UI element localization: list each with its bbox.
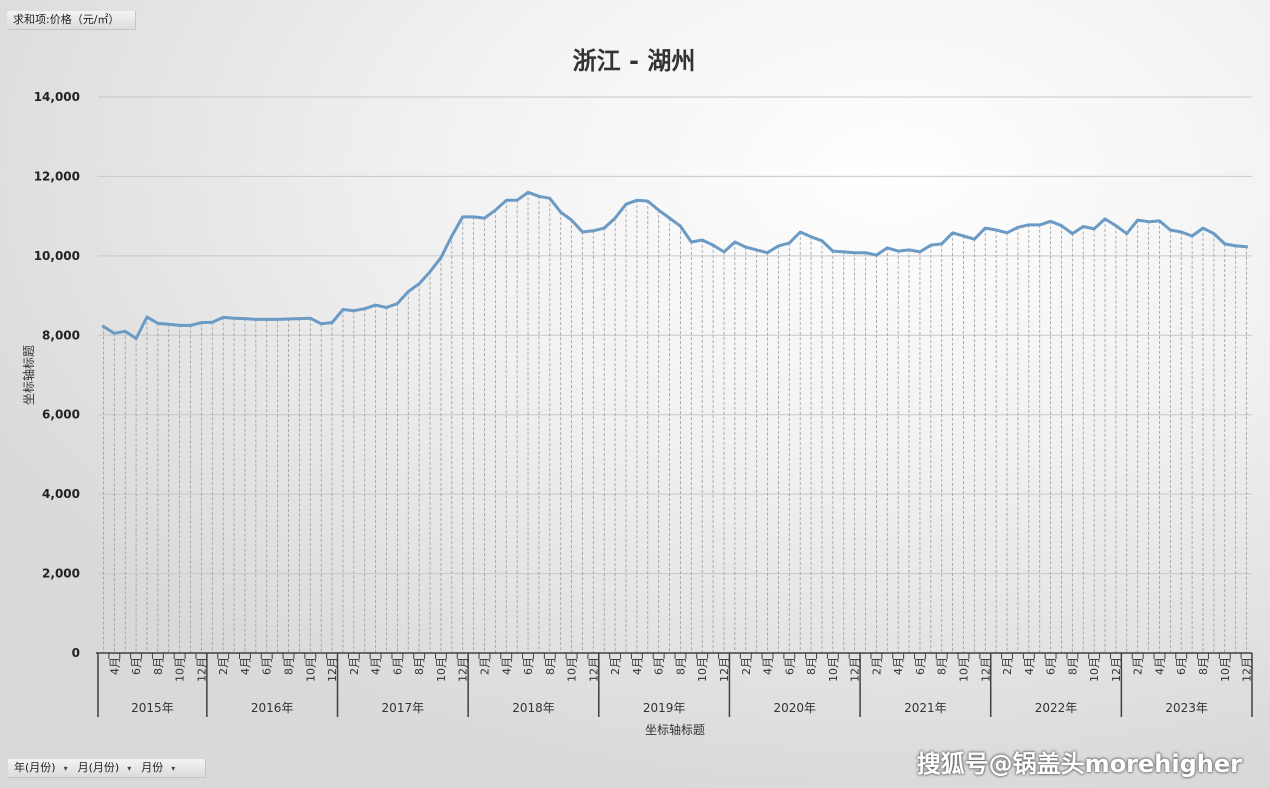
x-tick-label: 2月 <box>478 657 491 675</box>
x-tick-label: 6月 <box>783 657 796 675</box>
x-tick-label: 8月 <box>413 657 426 675</box>
x-tick-label: 6月 <box>1175 657 1188 675</box>
x-tick-label: 8月 <box>936 657 949 675</box>
x-tick-label: 8月 <box>152 657 165 675</box>
chevron-down-icon: ▾ <box>171 764 176 773</box>
gridlines <box>98 96 1252 575</box>
x-tick-label: 4月 <box>370 657 383 675</box>
x-axis: 4月 6月 8月 10月 12月 2015年 2月 4月 6月 8月 10月 12月 2016年 2月 4月… <box>96 652 1254 717</box>
value-field-label: 求和项:价格（元/㎡） <box>13 13 120 26</box>
year-label: 2023年 <box>1165 701 1208 715</box>
year-label: 2015年 <box>131 701 174 715</box>
x-tick-label: 10月 <box>566 657 579 682</box>
y-tick-label: 4,000 <box>42 487 80 501</box>
x-tick-label: 10月 <box>1088 657 1101 682</box>
x-tick-label: 12月 <box>326 657 339 682</box>
year-label: 2019年 <box>643 701 686 715</box>
x-tick-label: 8月 <box>805 657 818 675</box>
x-tick-label: 6月 <box>653 657 666 675</box>
x-tick-label: 4月 <box>1153 657 1166 675</box>
x-tick-label: 10月 <box>1219 657 1232 682</box>
slicer-month-field[interactable]: 月份 ▾ <box>141 761 176 774</box>
x-tick-label: 8月 <box>674 657 687 675</box>
slicer-year[interactable]: 年(月份) ▾ <box>14 761 68 774</box>
x-tick-label: 4月 <box>108 657 121 675</box>
x-tick-label: 10月 <box>174 657 187 682</box>
series-layer <box>101 190 1249 340</box>
x-tick-label: 2月 <box>217 657 230 675</box>
x-tick-label: 8月 <box>1197 657 1210 675</box>
x-tick-label: 8月 <box>1066 657 1079 675</box>
slicer-month[interactable]: 月(月份) ▾ <box>77 761 132 774</box>
year-label: 2021年 <box>904 701 947 715</box>
x-tick-label: 12月 <box>1241 657 1254 682</box>
x-tick-label: 12月 <box>457 657 470 682</box>
x-tick-label: 4月 <box>1023 657 1036 675</box>
y-tick-label: 14,000 <box>34 90 80 104</box>
x-tick-label: 12月 <box>1110 657 1123 682</box>
y-tick-label: 12,000 <box>34 169 80 183</box>
chart-title: 浙江 - 湖州 <box>573 47 696 75</box>
x-tick-label: 10月 <box>435 657 448 682</box>
x-tick-label: 10月 <box>958 657 971 682</box>
chevron-down-icon: ▾ <box>63 764 68 773</box>
x-axis-title: 坐标轴标题 <box>645 722 705 737</box>
value-field-button[interactable]: 求和项:价格（元/㎡） <box>7 11 136 30</box>
y-tick-label: 8,000 <box>42 328 80 342</box>
watermark: 搜狐号@锅盖头morehigher <box>916 750 1242 778</box>
x-tick-label: 10月 <box>827 657 840 682</box>
year-label: 2018年 <box>512 701 555 715</box>
x-tick-label: 12月 <box>587 657 600 682</box>
drop-lines <box>103 192 1247 653</box>
x-tick-label: 8月 <box>283 657 296 675</box>
x-tick-label: 4月 <box>500 657 513 675</box>
slicer-bar: 年(月份) ▾ 月(月份) ▾ 月份 ▾ <box>8 759 206 778</box>
y-axis-title: 坐标轴标题 <box>21 345 36 405</box>
year-label: 2020年 <box>773 701 816 715</box>
series-line <box>101 190 1249 340</box>
x-tick-label: 2月 <box>1001 657 1014 675</box>
x-tick-label: 4月 <box>239 657 252 675</box>
y-tick-label: 6,000 <box>42 408 80 422</box>
y-tick-label: 2,000 <box>42 567 80 581</box>
x-tick-label: 4月 <box>631 657 644 675</box>
x-tick-label: 12月 <box>195 657 208 682</box>
year-label: 2016年 <box>251 701 294 715</box>
x-tick-label: 6月 <box>1045 657 1058 675</box>
x-tick-label: 10月 <box>304 657 317 682</box>
x-tick-label: 6月 <box>522 657 535 675</box>
x-tick-label: 6月 <box>391 657 404 675</box>
x-tick-label: 2月 <box>740 657 753 675</box>
x-tick-label: 2月 <box>609 657 622 675</box>
x-tick-label: 4月 <box>762 657 775 675</box>
chevron-down-icon: ▾ <box>127 764 132 773</box>
year-label: 2022年 <box>1035 701 1078 715</box>
x-tick-label: 4月 <box>892 657 905 675</box>
y-tick-label: 10,000 <box>34 249 80 263</box>
x-tick-label: 6月 <box>261 657 274 675</box>
x-tick-label: 6月 <box>130 657 143 675</box>
x-tick-label: 6月 <box>914 657 927 675</box>
x-tick-label: 2月 <box>870 657 883 675</box>
x-tick-label: 12月 <box>849 657 862 682</box>
x-tick-label: 8月 <box>544 657 557 675</box>
y-tick-label: 0 <box>72 646 80 660</box>
x-tick-label: 12月 <box>979 657 992 682</box>
x-tick-label: 2月 <box>1132 657 1145 675</box>
year-label: 2017年 <box>382 701 425 715</box>
x-tick-label: 12月 <box>718 657 731 682</box>
y-tick-labels: 0 2,000 4,000 6,000 8,000 10,000 12,000 14,000 <box>34 90 80 660</box>
x-tick-label: 10月 <box>696 657 709 682</box>
x-tick-label: 2月 <box>348 657 361 675</box>
